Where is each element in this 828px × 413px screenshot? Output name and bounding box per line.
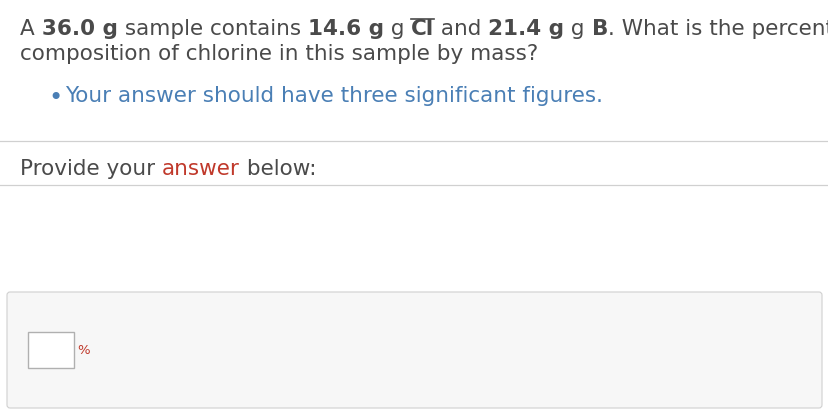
Text: g: g [383,19,411,39]
Text: 14.6 g: 14.6 g [307,19,383,39]
Text: answer: answer [161,159,239,178]
Text: Your answer should have three significant figures.: Your answer should have three significan… [65,86,602,106]
Text: 21.4 g: 21.4 g [488,19,564,39]
FancyBboxPatch shape [7,292,821,408]
Text: and: and [434,19,488,39]
Text: g: g [564,19,591,39]
Text: Cl: Cl [411,19,434,39]
Text: A: A [20,19,41,39]
Text: %: % [77,344,89,357]
FancyBboxPatch shape [28,332,74,368]
Text: composition of chlorine in this sample by mass?: composition of chlorine in this sample b… [20,44,537,64]
Text: sample contains: sample contains [118,19,307,39]
Text: B: B [591,19,607,39]
Text: below:: below: [239,159,316,178]
Text: Provide your: Provide your [20,159,161,178]
Text: •: • [48,86,62,110]
Text: 36.0 g: 36.0 g [41,19,118,39]
Text: . What is the percent: . What is the percent [607,19,828,39]
